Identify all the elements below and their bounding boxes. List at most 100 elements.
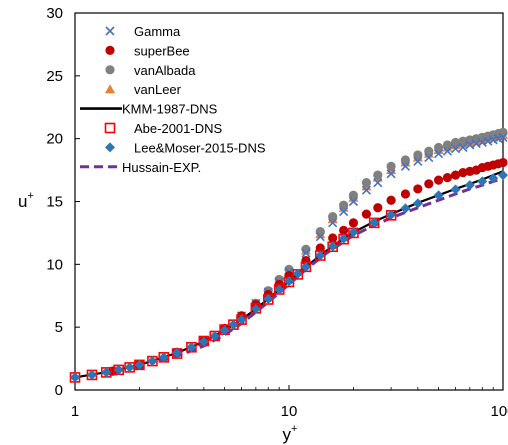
y-tick-label: 10 (46, 256, 63, 273)
data-point-superbee (361, 209, 372, 219)
data-point-lee-moser-2015-dns (338, 233, 349, 244)
data-point-vanalbada (458, 136, 468, 146)
data-point-vanalbada (400, 155, 411, 165)
legend-label: vanAlbada (134, 63, 196, 78)
data-point-superbee (442, 173, 453, 183)
x-tick-label: 10 (281, 403, 298, 420)
series-line-hussain-exp (159, 177, 504, 363)
legend-swatch (105, 84, 115, 94)
data-point-gamma (483, 136, 493, 146)
data-point-lee-moser-2015-dns (292, 268, 303, 279)
data-point-gamma (373, 178, 383, 188)
data-point-gamma (450, 144, 461, 154)
data-point-superbee (450, 170, 461, 180)
data-point-lee-moser-2015-dns (219, 325, 230, 336)
y-tick-label: 20 (46, 131, 63, 148)
data-point-superbee (400, 189, 411, 199)
data-point-lee-moser-2015-dns (236, 314, 247, 325)
data-point-vanalbada (498, 127, 508, 137)
data-point-superbee (339, 225, 349, 236)
y-tick-label: 5 (55, 319, 63, 336)
y-tick-label: 15 (46, 194, 63, 211)
data-point-lee-moser-2015-dns (327, 241, 338, 252)
legend-label: Gamma (134, 24, 181, 39)
y-tick-label: 0 (55, 382, 63, 399)
data-point-superbee (386, 195, 396, 205)
data-point-gamma (424, 152, 434, 163)
legend-label: KMM-1987-DNS (122, 102, 218, 117)
legend-item: Gamma (105, 24, 181, 39)
data-point-gamma (315, 232, 325, 242)
data-point-lee-moser-2015-dns (147, 356, 158, 367)
data-point-gamma (400, 161, 410, 171)
data-point-vanalbada (442, 140, 453, 150)
legend-label: vanLeer (134, 82, 182, 97)
data-point-lee-moser-2015-dns (172, 347, 183, 358)
data-point-superbee (458, 167, 468, 178)
data-point-lee-moser-2015-dns (70, 372, 80, 383)
data-point-vanalbada (361, 178, 372, 188)
legend-label: Abe-2001-DNS (134, 121, 222, 136)
legend-item: superBee (105, 43, 190, 58)
data-point-gamma (498, 132, 508, 142)
legend-swatch (105, 142, 115, 153)
data-point-gamma (348, 196, 358, 207)
legend-label: Hussain-EXP. (122, 160, 201, 175)
legend-swatch (105, 45, 115, 56)
data-point-vanalbada (339, 200, 349, 210)
data-point-lee-moser-2015-dns (274, 284, 285, 295)
data-point-vanalbada (315, 227, 325, 237)
data-point-lee-moser-2015-dns (477, 176, 488, 187)
data-point-lee-moser-2015-dns (228, 319, 239, 330)
data-point-superbee (424, 179, 434, 189)
series-markers (69, 127, 508, 383)
data-point-gamma (458, 142, 468, 153)
y-tick-label: 25 (46, 68, 63, 85)
data-point-vanalbada (433, 142, 444, 153)
data-point-lee-moser-2015-dns (369, 217, 380, 228)
data-point-lee-moser-2015-dns (488, 173, 499, 184)
data-point-superbee (373, 203, 383, 213)
data-point-lee-moser-2015-dns (464, 180, 475, 191)
legend-swatch (105, 65, 115, 75)
data-point-gamma (434, 149, 444, 159)
data-point-lee-moser-2015-dns (250, 303, 261, 314)
data-point-vanalbada (386, 161, 396, 171)
data-point-gamma (328, 218, 338, 228)
data-point-lee-moser-2015-dns (124, 362, 135, 373)
data-point-gamma (361, 185, 371, 195)
legend-item: vanAlbada (105, 63, 196, 78)
legend-background (80, 18, 311, 181)
data-point-lee-moser-2015-dns (400, 203, 411, 214)
data-point-lee-moser-2015-dns (412, 198, 423, 209)
axis-ticks: 0 5 10 15 20 25 30 1 10 100 (46, 5, 508, 420)
data-point-lee-moser-2015-dns (300, 261, 311, 272)
legend-label: Lee&Moser-2015-DNS (134, 140, 266, 155)
data-point-vanalbada (328, 211, 338, 222)
data-point-lee-moser-2015-dns (101, 367, 112, 378)
data-point-gamma (442, 146, 453, 156)
data-point-lee-moser-2015-dns (433, 190, 444, 201)
data-point-gamma (339, 206, 349, 217)
data-point-lee-moser-2015-dns (498, 170, 508, 181)
y-tick-label: 30 (46, 5, 63, 22)
data-point-lee-moser-2015-dns (209, 330, 220, 341)
data-point-vanalbada (413, 150, 423, 160)
data-point-superbee (498, 157, 508, 168)
legend-label: superBee (134, 43, 190, 58)
data-point-superbee (348, 218, 359, 228)
data-point-gamma (301, 248, 311, 258)
data-point-lee-moser-2015-dns (315, 250, 326, 261)
data-point-lee-moser-2015-dns (86, 369, 97, 380)
data-point-lee-moser-2015-dns (113, 364, 124, 375)
legend-item: Hussain-EXP. (80, 160, 201, 175)
data-point-lee-moser-2015-dns (198, 336, 209, 347)
data-point-vanalbada (424, 146, 434, 156)
data-point-lee-moser-2015-dns (158, 352, 169, 363)
legend-swatch (104, 122, 116, 134)
legend-item: Abe-2001-DNS (104, 121, 222, 136)
data-point-superbee (413, 184, 423, 194)
x-axis-title: y+ (283, 423, 298, 444)
data-point-lee-moser-2015-dns (386, 209, 397, 220)
